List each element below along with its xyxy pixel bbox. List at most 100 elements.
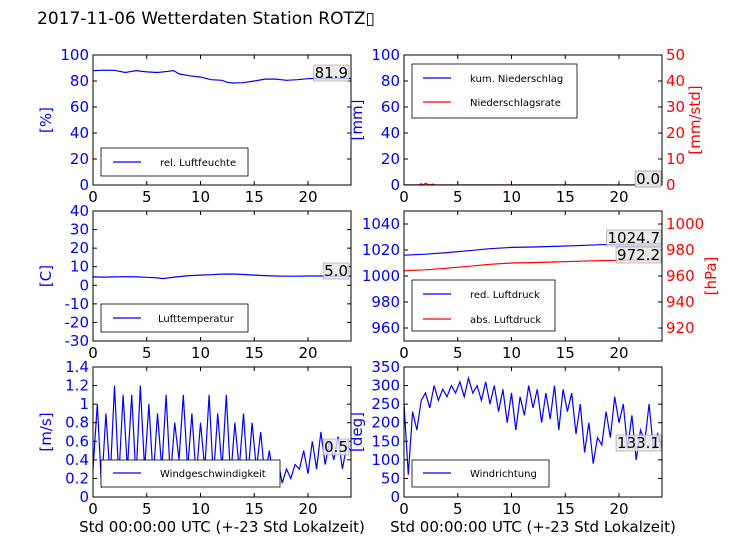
y-tick-label: 250 bbox=[371, 395, 400, 413]
y-tick-label: 1.2 bbox=[65, 377, 89, 395]
y-tick-label: 60 bbox=[70, 98, 89, 116]
y2-axis-label: [hPa] bbox=[702, 257, 720, 296]
y2-tick-label: 1000 bbox=[666, 215, 704, 233]
y-tick-label: 40 bbox=[381, 124, 400, 142]
y-tick-label: 20 bbox=[70, 239, 89, 257]
legend-label: Windrichtung bbox=[470, 469, 537, 480]
y-tick-label: 1 bbox=[79, 395, 89, 413]
x-axis-label: Std 00:00:00 UTC (+-23 Std Lokalzeit) bbox=[390, 518, 676, 536]
y2-tick-label: 20 bbox=[666, 124, 685, 142]
legend-label: Windgeschwindigkeit bbox=[160, 469, 266, 480]
subplot-4: 0 5 10 15 20 960 980 1000 1020 1040 920 940 960 980 10… bbox=[362, 210, 720, 362]
x-tick-label: 5 bbox=[453, 188, 463, 206]
y-tick-label: 80 bbox=[381, 72, 400, 90]
axes-frame bbox=[92, 210, 352, 342]
y2-tick-label: 980 bbox=[666, 241, 695, 259]
y-axis-label: [mm] bbox=[348, 100, 366, 141]
annotation-box bbox=[322, 262, 350, 280]
y-tick-label: 0 bbox=[79, 176, 89, 194]
x-tick-label: 0 bbox=[88, 500, 98, 518]
legend-label: Lufttemperatur bbox=[158, 314, 235, 325]
y2-tick-label: 40 bbox=[666, 72, 685, 90]
y-tick-label: 40 bbox=[70, 124, 89, 142]
series-line-1 bbox=[93, 69, 351, 84]
subplot-3: 0 5 10 15 20-30-20-10010203040[C]Lufttempera… bbox=[37, 202, 352, 362]
annotation-box bbox=[606, 229, 662, 247]
y-tick-label: 960 bbox=[371, 319, 400, 337]
x-tick-label: 10 bbox=[502, 500, 521, 518]
y-tick-label: 10 bbox=[70, 258, 89, 276]
y-tick-label: 1.4 bbox=[65, 358, 89, 376]
y-tick-label: 300 bbox=[371, 377, 400, 395]
y-tick-label: 0.2 bbox=[65, 469, 89, 487]
x-tick-label: 15 bbox=[556, 500, 575, 518]
x-tick-label: 20 bbox=[298, 188, 317, 206]
y-tick-label: -30 bbox=[65, 332, 90, 350]
value-annotation: 133.1 bbox=[617, 434, 660, 452]
legend-box bbox=[411, 63, 578, 119]
axes-frame bbox=[403, 366, 663, 498]
x-tick-label: 0 bbox=[88, 344, 98, 362]
y2-tick-label: 0 bbox=[666, 176, 676, 194]
y2-tick-label: 940 bbox=[666, 293, 695, 311]
legend-label: kum. Niederschlag bbox=[470, 74, 563, 85]
y-tick-label: 0.6 bbox=[65, 432, 89, 450]
value-annotation: 972.2 bbox=[617, 246, 660, 264]
x-tick-label: 15 bbox=[556, 344, 575, 362]
value-annotation: 0.0 bbox=[636, 170, 660, 188]
value-annotation: 5.0 bbox=[324, 262, 348, 280]
y-tick-label: 60 bbox=[381, 98, 400, 116]
y2-tick-label: 10 bbox=[666, 150, 685, 168]
x-axis-label: Std 00:00:00 UTC (+-23 Std Lokalzeit) bbox=[79, 518, 365, 536]
annotation-box bbox=[615, 434, 662, 452]
x-tick-label: 5 bbox=[453, 500, 463, 518]
y-tick-label: 350 bbox=[371, 358, 400, 376]
x-tick-label: 20 bbox=[609, 344, 628, 362]
y-tick-label: 20 bbox=[381, 150, 400, 168]
value-annotation: 1024.7 bbox=[608, 229, 661, 247]
y-tick-label: 0 bbox=[390, 488, 400, 506]
y-tick-label: 1020 bbox=[362, 241, 400, 259]
x-tick-label: 10 bbox=[191, 500, 210, 518]
y-tick-label: 100 bbox=[60, 46, 89, 64]
annotation-box bbox=[313, 64, 350, 82]
series-line-2 bbox=[404, 182, 662, 185]
axes-frame bbox=[92, 54, 352, 186]
x-tick-label: 0 bbox=[399, 344, 409, 362]
y2-tick-label: 960 bbox=[666, 267, 695, 285]
x-tick-label: 20 bbox=[609, 188, 628, 206]
y-tick-label: 0.4 bbox=[65, 451, 89, 469]
y-axis-label: [C] bbox=[37, 265, 55, 287]
y-axis-label: [m/s] bbox=[37, 412, 55, 451]
x-tick-label: 20 bbox=[298, 500, 317, 518]
x-tick-label: 0 bbox=[399, 500, 409, 518]
annotation-box bbox=[634, 170, 662, 188]
x-tick-label: 15 bbox=[245, 188, 264, 206]
y-tick-label: 1000 bbox=[362, 267, 400, 285]
x-tick-label: 5 bbox=[142, 344, 152, 362]
series-line-1 bbox=[404, 375, 662, 475]
y2-tick-label: 30 bbox=[666, 98, 685, 116]
y-tick-label: 80 bbox=[70, 72, 89, 90]
y-tick-label: 200 bbox=[371, 414, 400, 432]
y-tick-label: 20 bbox=[70, 150, 89, 168]
y-tick-label: -10 bbox=[65, 295, 90, 313]
annotation-box bbox=[615, 246, 662, 264]
annotation-box bbox=[322, 438, 350, 456]
x-tick-label: 20 bbox=[298, 344, 317, 362]
y-tick-label: 100 bbox=[371, 451, 400, 469]
y-tick-label: 0.8 bbox=[65, 414, 89, 432]
y-tick-label: 0 bbox=[79, 488, 89, 506]
y-axis-label: [%] bbox=[37, 107, 55, 133]
x-tick-label: 10 bbox=[502, 188, 521, 206]
axes-frame bbox=[403, 54, 663, 186]
y-axis-label: [deg] bbox=[348, 412, 366, 452]
y-tick-label: 980 bbox=[371, 293, 400, 311]
x-tick-label: 10 bbox=[502, 344, 521, 362]
subplot-2: 0 5 10 15 20 0 20 40 60 80 100 0 10 20 30 40 50 [mm] [mm/s… bbox=[348, 46, 704, 206]
y-tick-label: 1040 bbox=[362, 215, 400, 233]
x-tick-label: 15 bbox=[245, 500, 264, 518]
